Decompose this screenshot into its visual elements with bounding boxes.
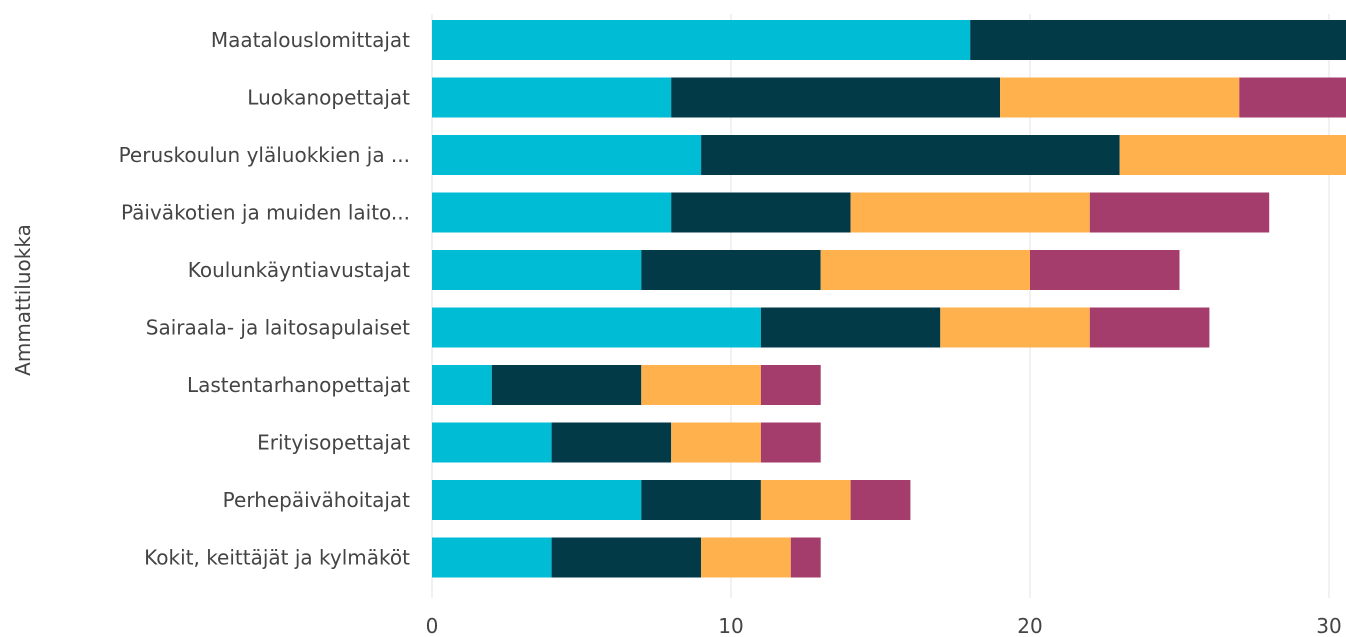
bar-segment bbox=[970, 20, 1346, 60]
bar-segment bbox=[1000, 77, 1240, 118]
bar-segment bbox=[1239, 77, 1346, 118]
bar-segment bbox=[671, 422, 761, 463]
bar-segment bbox=[432, 20, 971, 60]
bar-segment bbox=[432, 307, 761, 348]
bar-segment bbox=[1030, 250, 1180, 290]
bar-segment bbox=[701, 135, 1120, 175]
bar-segment bbox=[432, 422, 552, 463]
bar-segment bbox=[432, 365, 492, 405]
bar-segment bbox=[432, 135, 702, 175]
bar-segment bbox=[1089, 192, 1270, 233]
category-label: Peruskoulun yläluokkien ja ... bbox=[119, 143, 410, 167]
bar-segment bbox=[1119, 135, 1346, 175]
x-tick-label: 30 bbox=[1316, 614, 1341, 637]
x-tick-labels: 0 10 20 30 bbox=[426, 614, 1342, 637]
bar-segment bbox=[491, 365, 642, 405]
category-label: Koulunkäyntiavustajat bbox=[188, 258, 410, 282]
bar-segment bbox=[671, 77, 1001, 118]
x-tick-label: 20 bbox=[1017, 614, 1042, 637]
bar-segment bbox=[760, 422, 821, 463]
bar-segment bbox=[432, 250, 642, 290]
bars bbox=[432, 20, 1346, 578]
bar-segment bbox=[820, 250, 1030, 290]
bar-segment bbox=[760, 480, 851, 520]
category-label: Maatalouslomittajat bbox=[211, 28, 410, 52]
bar-segment bbox=[760, 307, 941, 348]
bar-segment bbox=[641, 480, 761, 520]
bar-segment bbox=[641, 365, 761, 405]
bar-segment bbox=[940, 307, 1090, 348]
bar-segment bbox=[850, 480, 911, 520]
category-label: Kokit, keittäjät ja kylmäköt bbox=[144, 546, 410, 570]
y-axis-title: Ammattiluokka bbox=[11, 224, 35, 376]
category-label: Päiväkotien ja muiden laito... bbox=[121, 201, 410, 225]
category-labels: Maatalouslomittajat Luokanopettajat Perusk… bbox=[119, 28, 411, 570]
category-label: Sairaala- ja laitosapulaiset bbox=[146, 316, 410, 340]
bar-segment bbox=[432, 192, 672, 233]
x-tick-label: 0 bbox=[426, 614, 439, 637]
bar-segment bbox=[760, 365, 821, 405]
bar-segment bbox=[701, 537, 791, 578]
bar-segment bbox=[850, 192, 1090, 233]
bar-segment bbox=[1089, 307, 1210, 348]
bar-segment bbox=[432, 480, 642, 520]
bar-segment bbox=[551, 537, 702, 578]
category-label: Luokanopettajat bbox=[247, 86, 410, 110]
bar-segment bbox=[641, 250, 821, 290]
category-label: Erityisopettajat bbox=[257, 431, 410, 455]
bar-segment bbox=[790, 537, 821, 578]
x-tick-label: 10 bbox=[718, 614, 743, 637]
category-label: Lastentarhanopettajat bbox=[187, 373, 410, 397]
bar-segment bbox=[432, 537, 552, 578]
bar-segment bbox=[551, 422, 672, 463]
category-label: Perhepäivähoitajat bbox=[223, 488, 410, 512]
bar-segment bbox=[671, 192, 851, 233]
bar-segment bbox=[432, 77, 672, 118]
